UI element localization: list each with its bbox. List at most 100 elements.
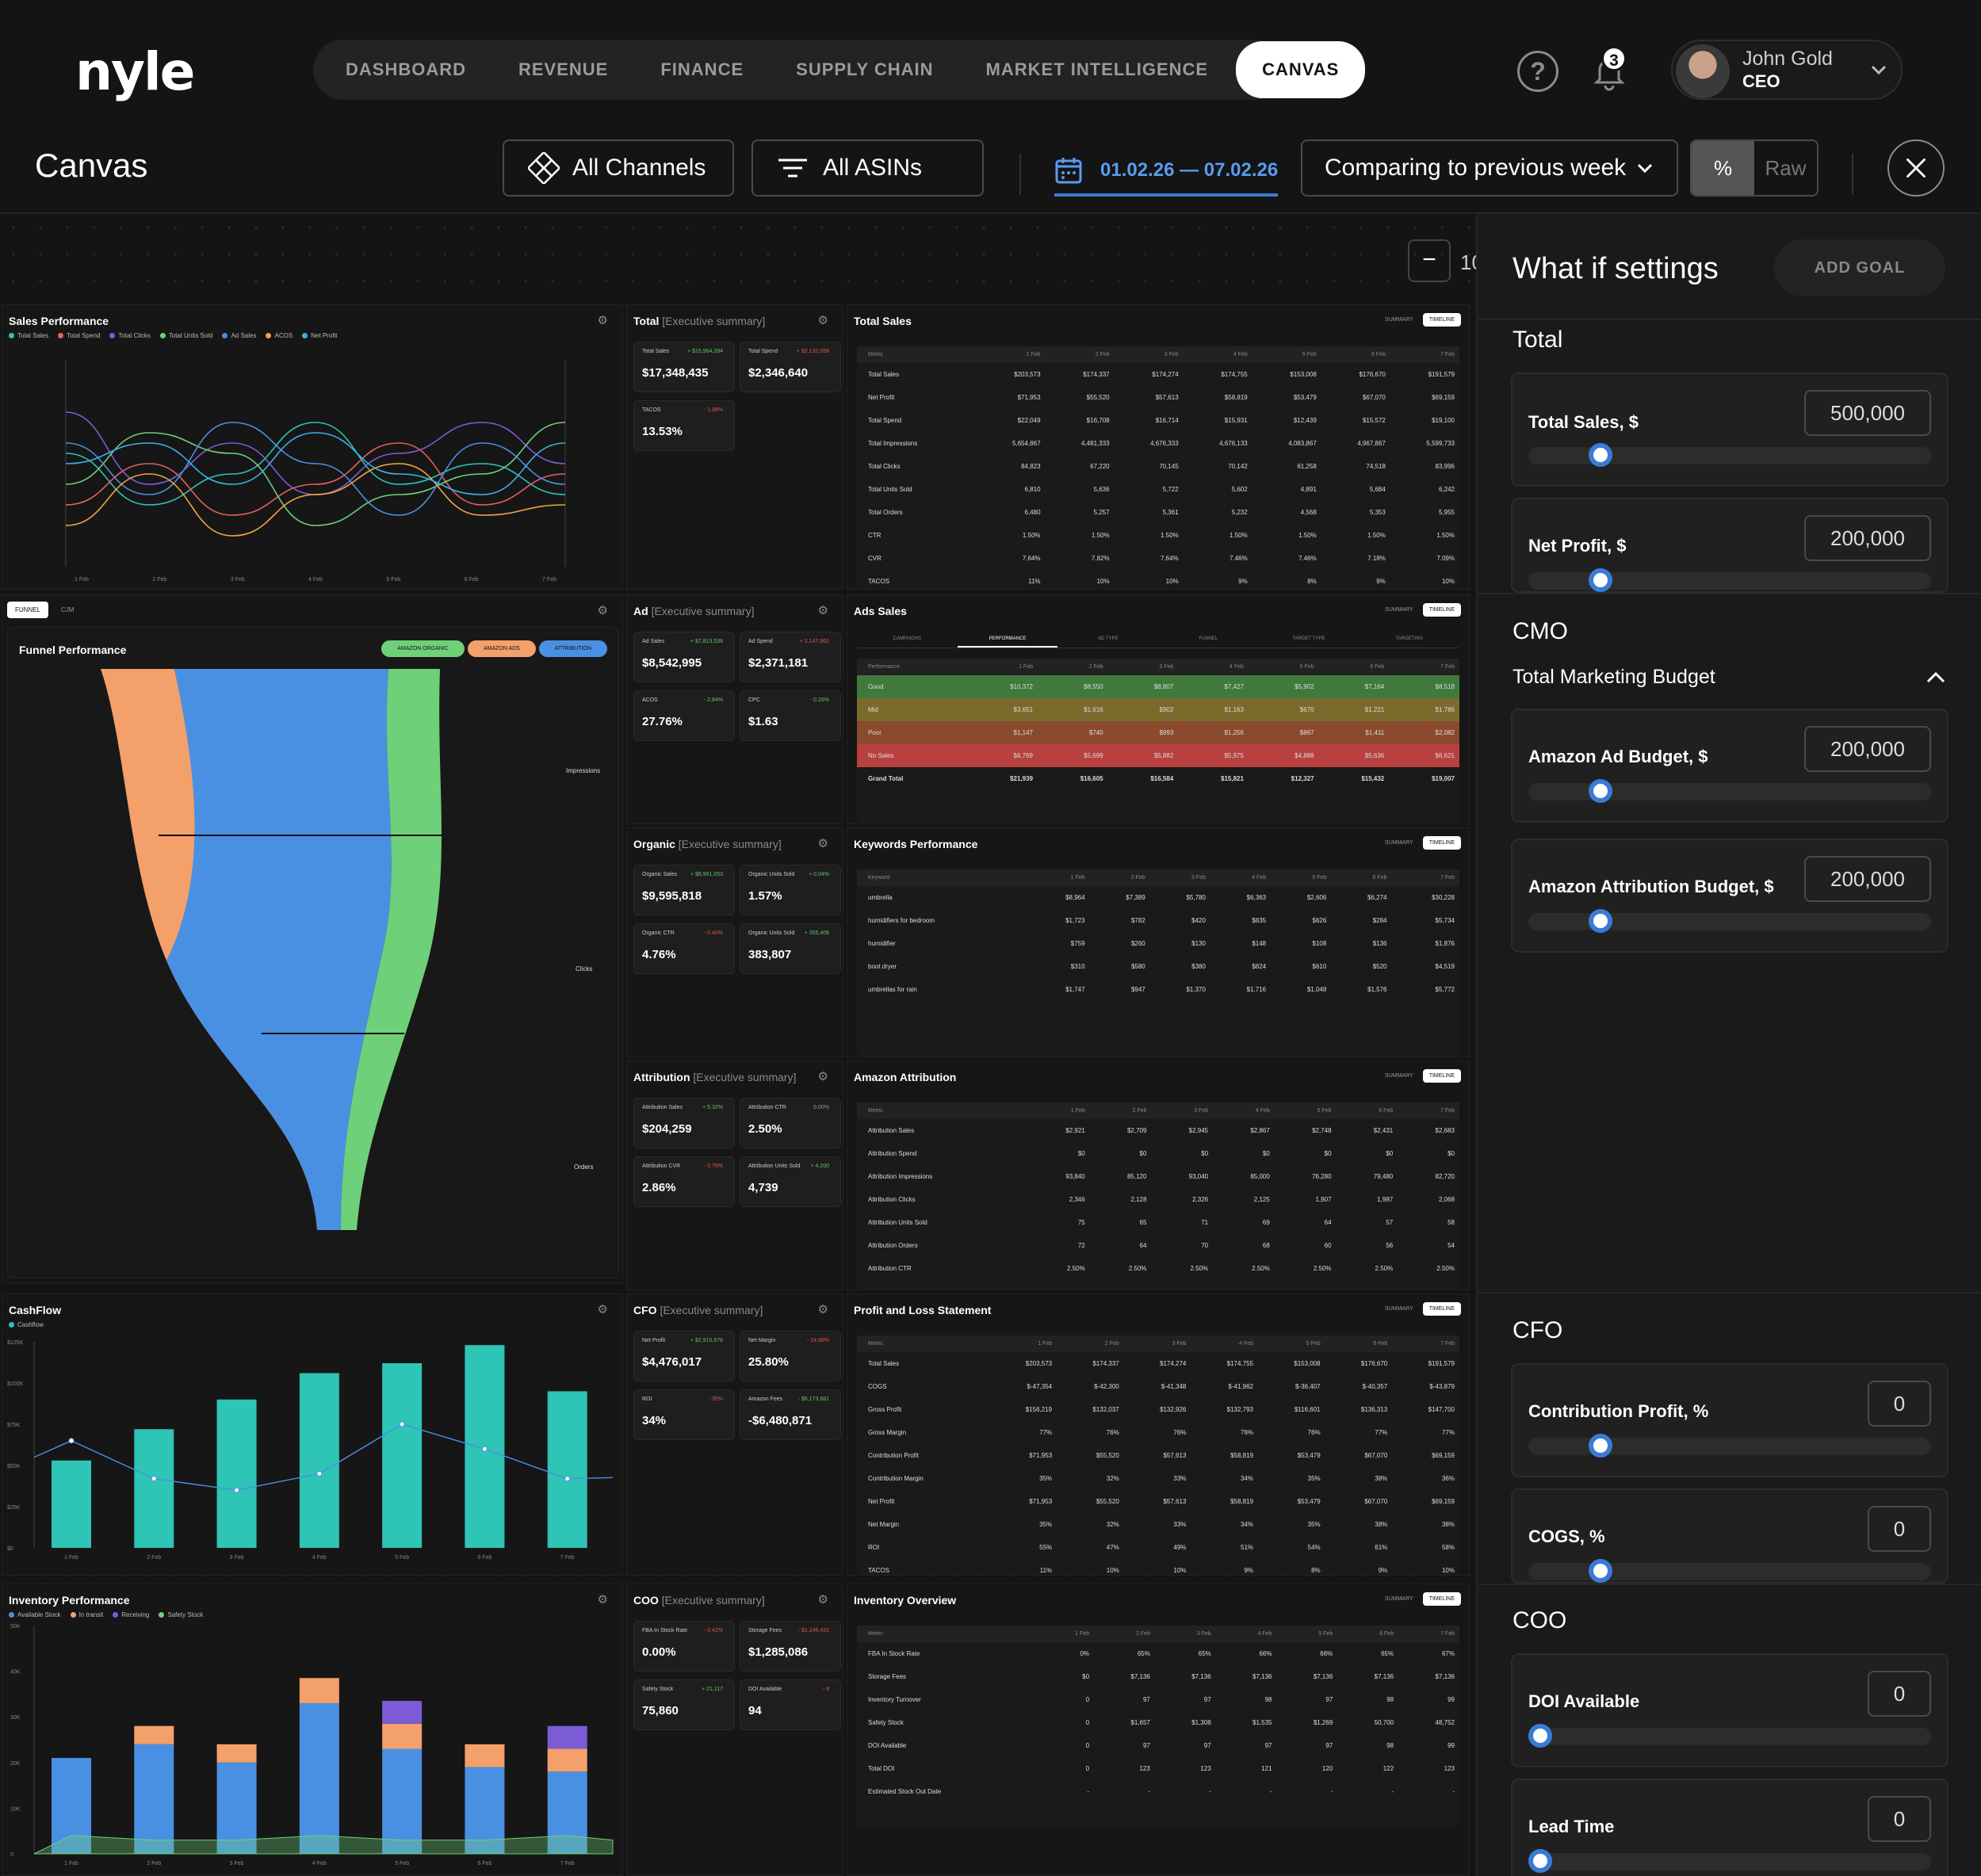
amazon-attribution-budget-slider[interactable] — [1528, 909, 1931, 933]
nav-finance[interactable]: FINANCE — [660, 59, 744, 79]
tab-target-type[interactable]: TARGET TYPE — [1292, 636, 1325, 641]
table-row[interactable]: TACOS 11% 10% 10% 9% 8% 9% 10% — [857, 1559, 1459, 1575]
table-row[interactable]: Storage Fees $0 $7,136 $7,136 $7,136 $7,136 $7… — [857, 1665, 1459, 1688]
gear-icon[interactable]: ⚙ — [817, 1070, 828, 1083]
ads-sales-widget[interactable]: Ads Sales SUMMARY TIMELINE CAMPAIGNS PERF… — [847, 594, 1470, 824]
timeline-tab[interactable]: TIMELINE — [1422, 313, 1461, 327]
table-row[interactable]: umbrellas for rain $1,747 $947 $1,370 $1,716… — [857, 978, 1459, 1001]
gear-icon[interactable]: ⚙ — [597, 604, 608, 617]
gear-icon[interactable]: ⚙ — [817, 604, 828, 617]
doi-available-input[interactable]: 0 — [1868, 1671, 1931, 1717]
slider-knob[interactable] — [1528, 1849, 1552, 1873]
table-row[interactable]: boot dryer $310 $580 $380 $824 $610 $520 $4,519 — [857, 955, 1459, 978]
table-row[interactable]: Mid $3,651 $1,616 $902 $1,163 $670 $1,221 $1,78… — [857, 698, 1459, 721]
table-row[interactable]: Grand Total $21,939 $16,605 $16,584 $15,821 $… — [857, 767, 1459, 790]
table-row[interactable]: Contribution Profit $71,953 $55,520 $57,613… — [857, 1444, 1459, 1467]
cogs-input[interactable]: 0 — [1868, 1506, 1931, 1552]
tab-cjm[interactable]: CJM — [61, 606, 75, 613]
table-row[interactable]: Total Spend $22,049 $16,708 $16,714 $15,931 $… — [857, 409, 1459, 432]
gear-icon[interactable]: ⚙ — [597, 1303, 608, 1316]
asins-filter[interactable]: All ASINs — [751, 139, 984, 197]
table-row[interactable]: Gross Margin 77% 76% 76% 76% 76% 77% 77% — [857, 1421, 1459, 1444]
table-row[interactable]: Total DOI 0 123 123 121 120 122 123 — [857, 1757, 1459, 1780]
timeline-tab[interactable]: TIMELINE — [1422, 1592, 1461, 1606]
amazon-ad-budget-slider[interactable] — [1528, 779, 1931, 803]
slider-knob[interactable] — [1589, 779, 1613, 803]
summary-tab[interactable]: SUMMARY — [1385, 840, 1413, 846]
user-menu[interactable]: John Gold CEO — [1671, 40, 1903, 100]
net-profit-input[interactable]: 200,000 — [1804, 515, 1931, 561]
total-executive-summary-widget[interactable]: Total [Executive summary] ⚙ Total Sales +… — [626, 304, 843, 590]
table-row[interactable]: Total Sales $203,573 $174,337 $174,274 $174,… — [857, 1352, 1459, 1375]
contribution-profit-slider[interactable] — [1528, 1434, 1931, 1458]
table-row[interactable]: Attribution Units Sold 75 65 71 69 64 57 58 — [857, 1211, 1459, 1234]
table-row[interactable]: FBA In Stock Rate 0% 65% 65% 66% 66% 65% 67% — [857, 1642, 1459, 1665]
compare-select[interactable]: Comparing to previous week — [1301, 139, 1678, 197]
nav-dashboard[interactable]: DASHBOARD — [346, 59, 466, 79]
nyle-logo[interactable]: nyle — [75, 41, 195, 102]
total-sales-table-widget[interactable]: Total Sales SUMMARY TIMELINE Metric 1 Feb 2… — [847, 304, 1470, 590]
amazon-ad-budget-input[interactable]: 200,000 — [1804, 726, 1931, 772]
contribution-profit-input[interactable]: 0 — [1868, 1381, 1931, 1427]
table-row[interactable]: COGS $-47,354 $-42,300 $-41,348 $-41,962 $-36… — [857, 1375, 1459, 1398]
inventory-overview-widget[interactable]: Inventory Overview SUMMARY TIMELINE Metri… — [847, 1584, 1470, 1876]
table-row[interactable]: Attribution Sales $2,921 $2,709 $2,945 $2,86… — [857, 1119, 1459, 1142]
chevron-up-icon[interactable] — [1923, 667, 1948, 690]
total-marketing-budget[interactable]: Total Marketing Budget — [1513, 666, 1715, 688]
table-row[interactable]: Net Profit $71,953 $55,520 $57,613 $58,819 $5… — [857, 1490, 1459, 1513]
nav-supply-chain[interactable]: SUPPLY CHAIN — [796, 59, 934, 79]
net-profit-slider[interactable] — [1528, 568, 1931, 592]
gear-icon[interactable]: ⚙ — [597, 1593, 608, 1607]
raw-toggle[interactable]: Raw — [1765, 155, 1807, 180]
timeline-tab[interactable]: TIMELINE — [1422, 1069, 1461, 1083]
channels-filter[interactable]: All Channels — [503, 139, 734, 197]
timeline-tab[interactable]: TIMELINE — [1422, 1302, 1461, 1316]
tab-ad-type[interactable]: AD TYPE — [1097, 636, 1119, 641]
total-sales-input[interactable]: 500,000 — [1804, 390, 1931, 436]
timeline-tab[interactable]: TIMELINE — [1422, 836, 1461, 850]
table-row[interactable]: humidifiers for bedroom $1,723 $782 $420 $83… — [857, 909, 1459, 932]
table-row[interactable]: Attribution Impressions 93,840 85,120 93,04… — [857, 1165, 1459, 1188]
sales-performance-widget[interactable]: Sales Performance ⚙ Total Sales Total Sp… — [2, 304, 623, 590]
table-row[interactable]: Total Orders 6,480 5,257 5,361 5,232 4,568 5,3… — [857, 501, 1459, 524]
lead-time-input[interactable]: 0 — [1868, 1796, 1931, 1842]
table-row[interactable]: Attribution Clicks 2,346 2,128 2,326 2,125 1,… — [857, 1188, 1459, 1211]
gear-icon[interactable]: ⚙ — [817, 314, 828, 327]
doi-available-slider[interactable] — [1528, 1724, 1931, 1748]
amazon-attribution-widget[interactable]: Amazon Attribution SUMMARY TIMELINE Metri… — [847, 1060, 1470, 1290]
keywords-performance-widget[interactable]: Keywords Performance SUMMARY TIMELINE Key… — [847, 827, 1470, 1057]
pill-attribution[interactable]: ATTRIBUTION — [538, 640, 607, 657]
zoom-out-button[interactable]: − — [1408, 239, 1451, 282]
organic-executive-summary-widget[interactable]: Organic [Executive summary] ⚙ Organic Sa… — [626, 827, 843, 1057]
table-row[interactable]: umbrella $8,964 $7,389 $5,780 $6,363 $2,606 $6… — [857, 886, 1459, 909]
cogs-slider[interactable] — [1528, 1559, 1931, 1583]
nav-market-intelligence[interactable]: MARKET INTELLIGENCE — [985, 59, 1209, 79]
table-row[interactable]: No Sales $6,769 $5,699 $5,882 $5,975 $4,888 $5… — [857, 744, 1459, 767]
lead-time-slider[interactable] — [1528, 1849, 1931, 1873]
table-row[interactable]: Safety Stock 0 $1,657 $1,308 $1,535 $1,269 50,… — [857, 1711, 1459, 1734]
table-row[interactable]: Total Sales $203,573 $174,337 $174,274 $174,… — [857, 363, 1459, 386]
pill-amazon-ads[interactable]: AMAZON ADS — [467, 640, 536, 657]
table-row[interactable]: Poor $1,147 $740 $993 $1,256 $867 $1,411 $2,082 — [857, 721, 1459, 744]
tab-targeting[interactable]: TARGETING — [1395, 636, 1423, 641]
add-goal-button[interactable]: ADD GOAL — [1774, 239, 1945, 296]
slider-knob[interactable] — [1589, 1559, 1613, 1583]
table-row[interactable]: Attribution CTR 2.50% 2.50% 2.50% 2.50% 2.50%… — [857, 1257, 1459, 1280]
tab-campaigns[interactable]: CAMPAIGNS — [893, 636, 922, 641]
coo-executive-summary-widget[interactable]: COO [Executive summary] ⚙ FBA In Stock R… — [626, 1584, 843, 1876]
table-row[interactable]: Good $10,372 $8,550 $8,807 $7,427 $5,902 $7,16… — [857, 675, 1459, 698]
table-row[interactable]: Gross Profit $156,219 $132,037 $132,926 $132… — [857, 1398, 1459, 1421]
timeline-tab[interactable]: TIMELINE — [1422, 603, 1461, 617]
canvas-board[interactable]: − 10 Sales Performance ⚙ Total Sales Tot… — [0, 214, 1476, 1876]
table-row[interactable]: Estimated Stock Out Date - - - - - - - — [857, 1780, 1459, 1803]
slider-knob[interactable] — [1589, 443, 1613, 467]
funnel-performance-widget[interactable]: FUNNEL CJM ⚙ Funnel Performance AMAZON O… — [2, 594, 623, 1284]
gear-icon[interactable]: ⚙ — [817, 1593, 828, 1607]
table-row[interactable]: CVR 7.64% 7.82% 7.64% 7.46% 7.46% 7.18% 7.09% — [857, 547, 1459, 570]
table-row[interactable]: Attribution Spend $0 $0 $0 $0 $0 $0 $0 — [857, 1142, 1459, 1165]
inventory-performance-widget[interactable]: Inventory Performance ⚙ Available Stock … — [2, 1584, 623, 1876]
gear-icon[interactable]: ⚙ — [597, 314, 608, 327]
table-row[interactable]: humidifier $759 $260 $130 $148 $108 $136 $1,876 — [857, 932, 1459, 955]
nav-revenue[interactable]: REVENUE — [518, 59, 609, 79]
slider-knob[interactable] — [1589, 909, 1613, 933]
